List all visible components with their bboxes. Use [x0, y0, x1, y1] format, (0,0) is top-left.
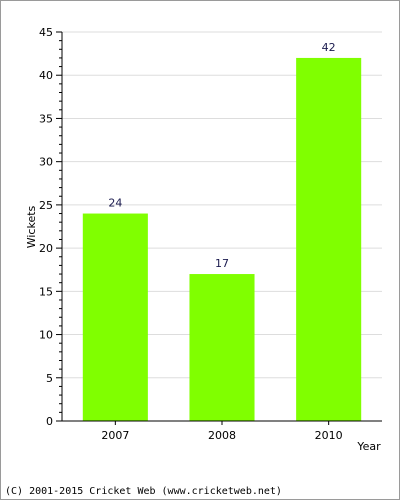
bar-chart: 24 17 42 0 5 10 15 20 25 30 35 40 45 2007 2008 2010 W…	[25, 26, 382, 453]
y-tick-label: 15	[39, 285, 53, 298]
x-tick-labels: 2007 2008 2010	[101, 429, 342, 442]
x-axis-label: Year	[356, 440, 381, 453]
bar	[189, 274, 255, 421]
y-tick-label: 25	[39, 199, 53, 212]
y-axis-label: Wickets	[25, 205, 38, 248]
y-tick-label: 20	[39, 242, 53, 255]
y-tick-label: 10	[39, 329, 53, 342]
bars	[82, 57, 362, 421]
copyright-footer: (C) 2001-2015 Cricket Web (www.cricketwe…	[5, 486, 282, 497]
y-tick-label: 30	[39, 156, 53, 169]
y-tick-label: 0	[46, 415, 53, 428]
bar-value-labels: 24 17 42	[108, 41, 335, 270]
y-tick-label: 40	[39, 69, 53, 82]
y-tick-label: 35	[39, 112, 53, 125]
x-tick-label: 2010	[315, 429, 343, 442]
bar-value-label: 24	[108, 197, 122, 210]
bar-value-label: 42	[322, 41, 336, 54]
y-tick-labels: 0 5 10 15 20 25 30 35 40 45	[39, 26, 53, 428]
bar	[82, 213, 148, 421]
x-tick-label: 2007	[101, 429, 129, 442]
y-tick-label: 45	[39, 26, 53, 39]
y-tick-label: 5	[46, 372, 53, 385]
axes	[56, 31, 382, 425]
bar-value-label: 17	[215, 257, 229, 270]
x-tick-label: 2008	[208, 429, 236, 442]
bar	[296, 57, 362, 421]
